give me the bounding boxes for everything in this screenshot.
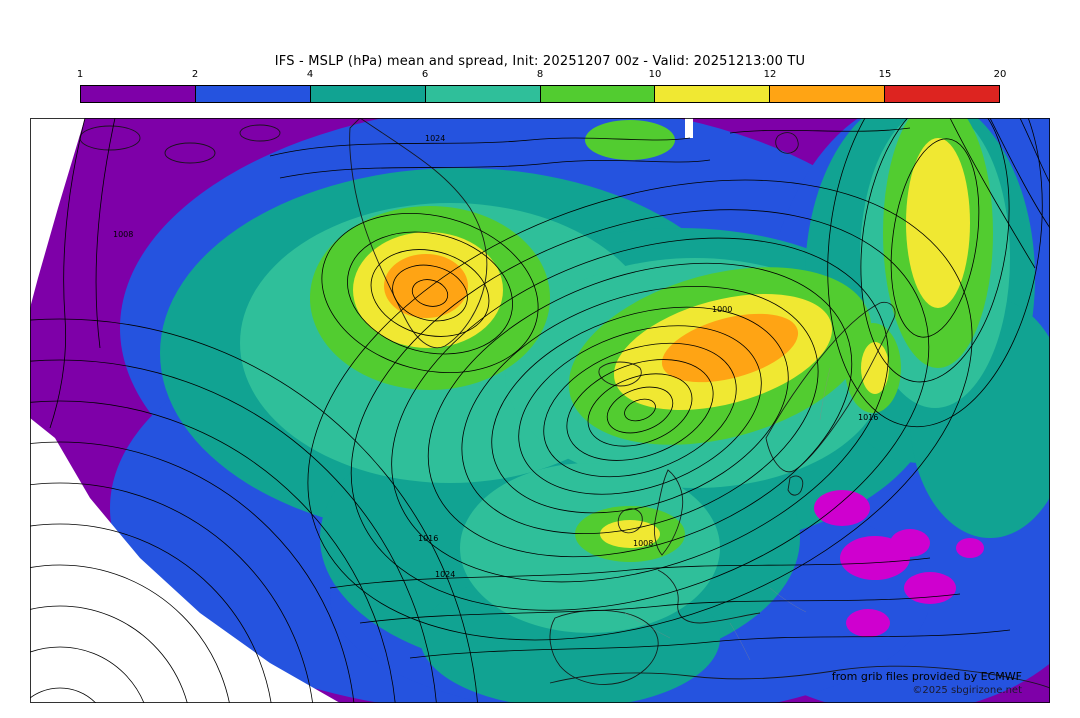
colorbar-segment-10-12 — [655, 86, 771, 102]
svalbard-coast — [775, 132, 799, 154]
isobar-label: 1024 — [425, 134, 445, 143]
isobar-label: 1008 — [633, 539, 653, 548]
high-center-contours — [30, 318, 478, 703]
east-trough-contours — [827, 118, 1043, 428]
colorbar-tick-label: 10 — [648, 69, 662, 80]
colorbar-segment-8-10 — [540, 86, 656, 102]
colorbar-segment-4-6 — [310, 86, 426, 102]
isobar-label: 1000 — [712, 305, 732, 314]
colorbar-bar — [80, 85, 1000, 103]
colorbar-segment-1-2 — [81, 86, 196, 102]
isobar-label: 1016 — [858, 413, 878, 422]
weather-map-svg: 1024 1008 1000 1016 1008 1016 1024 — [30, 118, 1050, 703]
copyright-text: ©2025 sbgirizone.net — [912, 685, 1022, 696]
isobar-labels: 1024 1008 1000 1016 1008 1016 1024 — [113, 134, 878, 579]
colorbar: 1 2 4 6 8 10 12 15 20 — [77, 69, 1006, 103]
colorbar-segment-6-8 — [425, 86, 541, 102]
north-africa-coast — [549, 665, 1050, 689]
colorbar-tick-label: 1 — [76, 69, 84, 80]
britain-coast — [653, 469, 684, 556]
europe-coast — [657, 569, 761, 624]
colorbar-tick-label: 4 — [306, 69, 314, 80]
secondary-low-contours — [321, 212, 539, 374]
iceland-coast — [598, 361, 642, 387]
ireland-coast — [617, 508, 643, 534]
denmark-coast — [787, 475, 804, 496]
map-frame — [30, 118, 1050, 703]
colorbar-tick-label: 12 — [763, 69, 777, 80]
colorbar-segment-2-4 — [195, 86, 311, 102]
colorbar-tick-label: 15 — [878, 69, 892, 80]
colorbar-tick-label: 20 — [993, 69, 1007, 80]
isobar-label: 1016 — [418, 534, 438, 543]
colorbar-segment-15-20 — [885, 86, 999, 102]
colorbar-tick-label: 6 — [421, 69, 429, 80]
attribution-text: from grib files provided by ECMWF — [831, 670, 1022, 683]
spread-orange-regions — [384, 254, 799, 383]
isobar-label: 1008 — [113, 230, 133, 239]
iberia-coast — [549, 609, 659, 685]
nodata-white-regions — [30, 118, 693, 703]
chart-title: IFS - MSLP (hPa) mean and spread, Init: … — [274, 54, 806, 69]
open-contours — [49, 118, 1050, 659]
isobar-label: 1024 — [435, 570, 455, 579]
spread-fill-regions — [30, 118, 1050, 703]
colorbar-tick-label: 8 — [536, 69, 544, 80]
colorbar-tick-label: 2 — [191, 69, 199, 80]
arctic-island-coast — [239, 124, 281, 142]
isobar-contours — [30, 118, 1050, 703]
colorbar-tick-labels: 1 2 4 6 8 10 12 15 20 — [76, 69, 1007, 83]
map-container: 1024 1008 1000 1016 1008 1016 1024 from grib f… — [30, 118, 1050, 703]
colorbar-segment-12-15 — [770, 86, 886, 102]
greenland-coast — [349, 118, 488, 349]
scandinavia-coast — [765, 301, 896, 473]
arctic-island-coast — [164, 142, 216, 164]
spread-magenta-regions — [814, 490, 984, 637]
